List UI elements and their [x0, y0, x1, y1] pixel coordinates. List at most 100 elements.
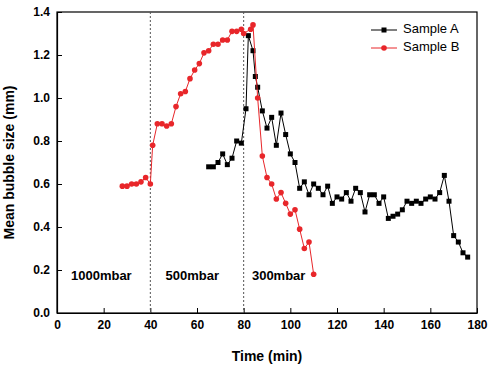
- series-line: [209, 36, 468, 257]
- legend-label: Sample B: [403, 39, 459, 54]
- data-point: [307, 192, 312, 197]
- data-point: [316, 186, 321, 191]
- data-point: [173, 104, 179, 110]
- tick-label: 0.6: [33, 177, 50, 191]
- tick-mark: [57, 313, 62, 314]
- tick-label: 100: [281, 318, 301, 332]
- data-point: [437, 190, 442, 195]
- chart: 0204060801001201401601800.00.20.40.60.81…: [0, 0, 500, 375]
- tick-mark: [57, 270, 62, 271]
- annotation: 1000mbar: [71, 268, 132, 283]
- data-point: [241, 31, 247, 37]
- data-point: [216, 160, 221, 165]
- tick: 100: [281, 308, 301, 332]
- tick: 1.4: [33, 5, 62, 19]
- axis-line: [58, 313, 478, 314]
- legend-marker: [381, 45, 387, 51]
- tick: 1.2: [33, 48, 62, 62]
- data-point: [269, 115, 274, 120]
- data-point: [215, 41, 221, 47]
- tick: 0.4: [33, 220, 62, 234]
- data-point: [302, 246, 308, 252]
- data-point: [372, 192, 377, 197]
- data-point: [339, 197, 344, 202]
- tick-label: 1.0: [33, 91, 50, 105]
- data-point: [244, 106, 249, 111]
- data-point: [279, 111, 284, 116]
- tick-label: 180: [467, 318, 487, 332]
- data-point: [344, 190, 349, 195]
- tick-mark: [57, 55, 62, 56]
- data-point: [311, 182, 316, 187]
- data-point: [283, 201, 289, 207]
- tick-mark: [430, 308, 431, 313]
- data-point: [325, 184, 330, 189]
- data-point: [288, 151, 293, 156]
- data-point: [461, 250, 466, 255]
- tick-label: 120: [327, 318, 347, 332]
- data-point: [297, 186, 302, 191]
- data-point: [206, 48, 212, 54]
- data-point: [138, 179, 144, 185]
- reference-line: [243, 12, 244, 313]
- legend-item: Sample A: [371, 21, 459, 36]
- data-point: [297, 226, 303, 232]
- tick-label: 1.2: [33, 48, 50, 62]
- tick-label: 0.4: [33, 220, 50, 234]
- tick-label: 0.2: [33, 263, 50, 277]
- data-point: [211, 164, 216, 169]
- data-point: [274, 143, 279, 148]
- data-point: [225, 37, 231, 43]
- data-point: [405, 199, 410, 204]
- data-point: [288, 211, 294, 217]
- tick: 0.0: [33, 306, 62, 320]
- data-point: [419, 201, 424, 206]
- tick: 1.0: [33, 91, 62, 105]
- tick-label: 0: [54, 318, 61, 332]
- tick: 120: [327, 308, 347, 332]
- data-point: [283, 132, 288, 137]
- axis-line: [57, 13, 58, 314]
- tick-label: 140: [374, 318, 394, 332]
- data-point: [265, 126, 270, 131]
- data-point: [230, 156, 235, 161]
- data-point: [363, 209, 368, 214]
- tick-mark: [337, 308, 338, 313]
- data-point: [414, 199, 419, 204]
- data-point: [442, 173, 447, 178]
- data-point: [220, 151, 225, 156]
- plot-area: 0204060801001201401601800.00.20.40.60.81…: [33, 5, 488, 331]
- y-axis: 0.00.20.40.60.81.01.21.4: [33, 5, 62, 320]
- data-point: [150, 143, 156, 149]
- data-point: [367, 192, 372, 197]
- tick: 0.2: [33, 263, 62, 277]
- data-point: [225, 162, 230, 167]
- data-point: [143, 175, 149, 181]
- data-point: [255, 85, 260, 90]
- data-point: [192, 67, 198, 73]
- data-point: [381, 194, 386, 199]
- data-point: [321, 192, 326, 197]
- tick: 60: [191, 308, 205, 332]
- annotation: 500mbar: [166, 268, 219, 283]
- reference-line: [150, 12, 151, 313]
- tick-mark: [57, 184, 62, 185]
- tick-mark: [57, 227, 62, 228]
- legend-label: Sample A: [403, 21, 459, 36]
- tick-mark: [57, 141, 62, 142]
- tick: 40: [144, 308, 158, 332]
- data-point: [183, 89, 189, 95]
- tick: 80: [237, 308, 251, 332]
- data-point: [197, 61, 203, 67]
- data-point: [278, 190, 284, 196]
- tick: 140: [374, 308, 394, 332]
- data-point: [293, 160, 298, 165]
- x-axis: 020406080100120140160180: [54, 308, 488, 332]
- tick-mark: [477, 308, 478, 313]
- data-point: [255, 95, 261, 101]
- data-point: [260, 153, 266, 159]
- tick-label: 60: [191, 318, 205, 332]
- data-point: [349, 199, 354, 204]
- tick-label: 80: [237, 318, 251, 332]
- plot-frame: [57, 12, 477, 313]
